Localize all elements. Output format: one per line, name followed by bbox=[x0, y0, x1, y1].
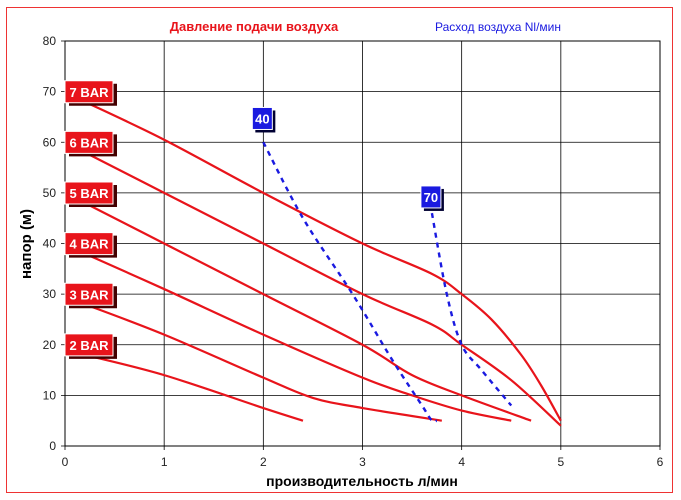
x-tick-label: 1 bbox=[161, 455, 168, 469]
pressure-label-box bbox=[64, 80, 114, 104]
flow-label: 70 bbox=[424, 190, 438, 205]
y-tick-label: 60 bbox=[43, 135, 57, 149]
y-tick-label: 80 bbox=[43, 34, 57, 48]
x-tick-label: 6 bbox=[657, 455, 664, 469]
pressure-curve-3-bar bbox=[84, 303, 443, 422]
pressure-label: 2 BAR bbox=[69, 338, 109, 353]
legend-pressure-title: Давление подачи воздуха bbox=[170, 19, 339, 34]
pressure-label: 4 BAR bbox=[69, 237, 109, 252]
y-tick-label: 30 bbox=[43, 287, 57, 301]
x-tick-label: 5 bbox=[557, 455, 564, 469]
flow-curve-40 bbox=[262, 141, 438, 423]
pressure-label: 3 BAR bbox=[69, 287, 109, 302]
x-tick-label: 3 bbox=[359, 455, 366, 469]
pressure-label-box bbox=[64, 130, 114, 154]
x-axis-label: производительность л/мин bbox=[266, 473, 458, 489]
flow-label-box bbox=[420, 185, 442, 209]
pressure-curve-2-bar bbox=[84, 353, 304, 422]
pressure-label-box bbox=[64, 333, 114, 357]
x-tick-label: 2 bbox=[260, 455, 267, 469]
y-tick-label: 0 bbox=[49, 439, 56, 453]
pressure-label-box bbox=[64, 181, 114, 205]
y-tick-label: 70 bbox=[43, 85, 57, 99]
pressure-label-box bbox=[64, 282, 114, 306]
pressure-label: 7 BAR bbox=[69, 85, 109, 100]
y-tick-label: 20 bbox=[43, 338, 57, 352]
pressure-curve-5-bar bbox=[84, 202, 532, 422]
y-axis-label: напор (м) bbox=[18, 209, 35, 279]
y-tick-label: 50 bbox=[43, 186, 57, 200]
flow-label: 40 bbox=[255, 111, 269, 126]
x-tick-label: 0 bbox=[62, 455, 69, 469]
pressure-curve-6-bar bbox=[84, 151, 562, 427]
legend-flow-title: Расход воздуха Nl/мин bbox=[435, 20, 561, 34]
flow-label-box bbox=[251, 106, 273, 130]
y-tick-label: 10 bbox=[43, 388, 57, 402]
pressure-curve-7-bar bbox=[84, 100, 562, 422]
y-tick-label: 40 bbox=[43, 237, 57, 251]
chart-frame bbox=[6, 7, 673, 493]
x-tick-label: 4 bbox=[458, 455, 465, 469]
pressure-label: 5 BAR bbox=[69, 186, 109, 201]
pressure-curve-4-bar bbox=[84, 252, 512, 422]
pressure-label-box bbox=[64, 232, 114, 256]
pressure-label: 6 BAR bbox=[69, 135, 109, 150]
